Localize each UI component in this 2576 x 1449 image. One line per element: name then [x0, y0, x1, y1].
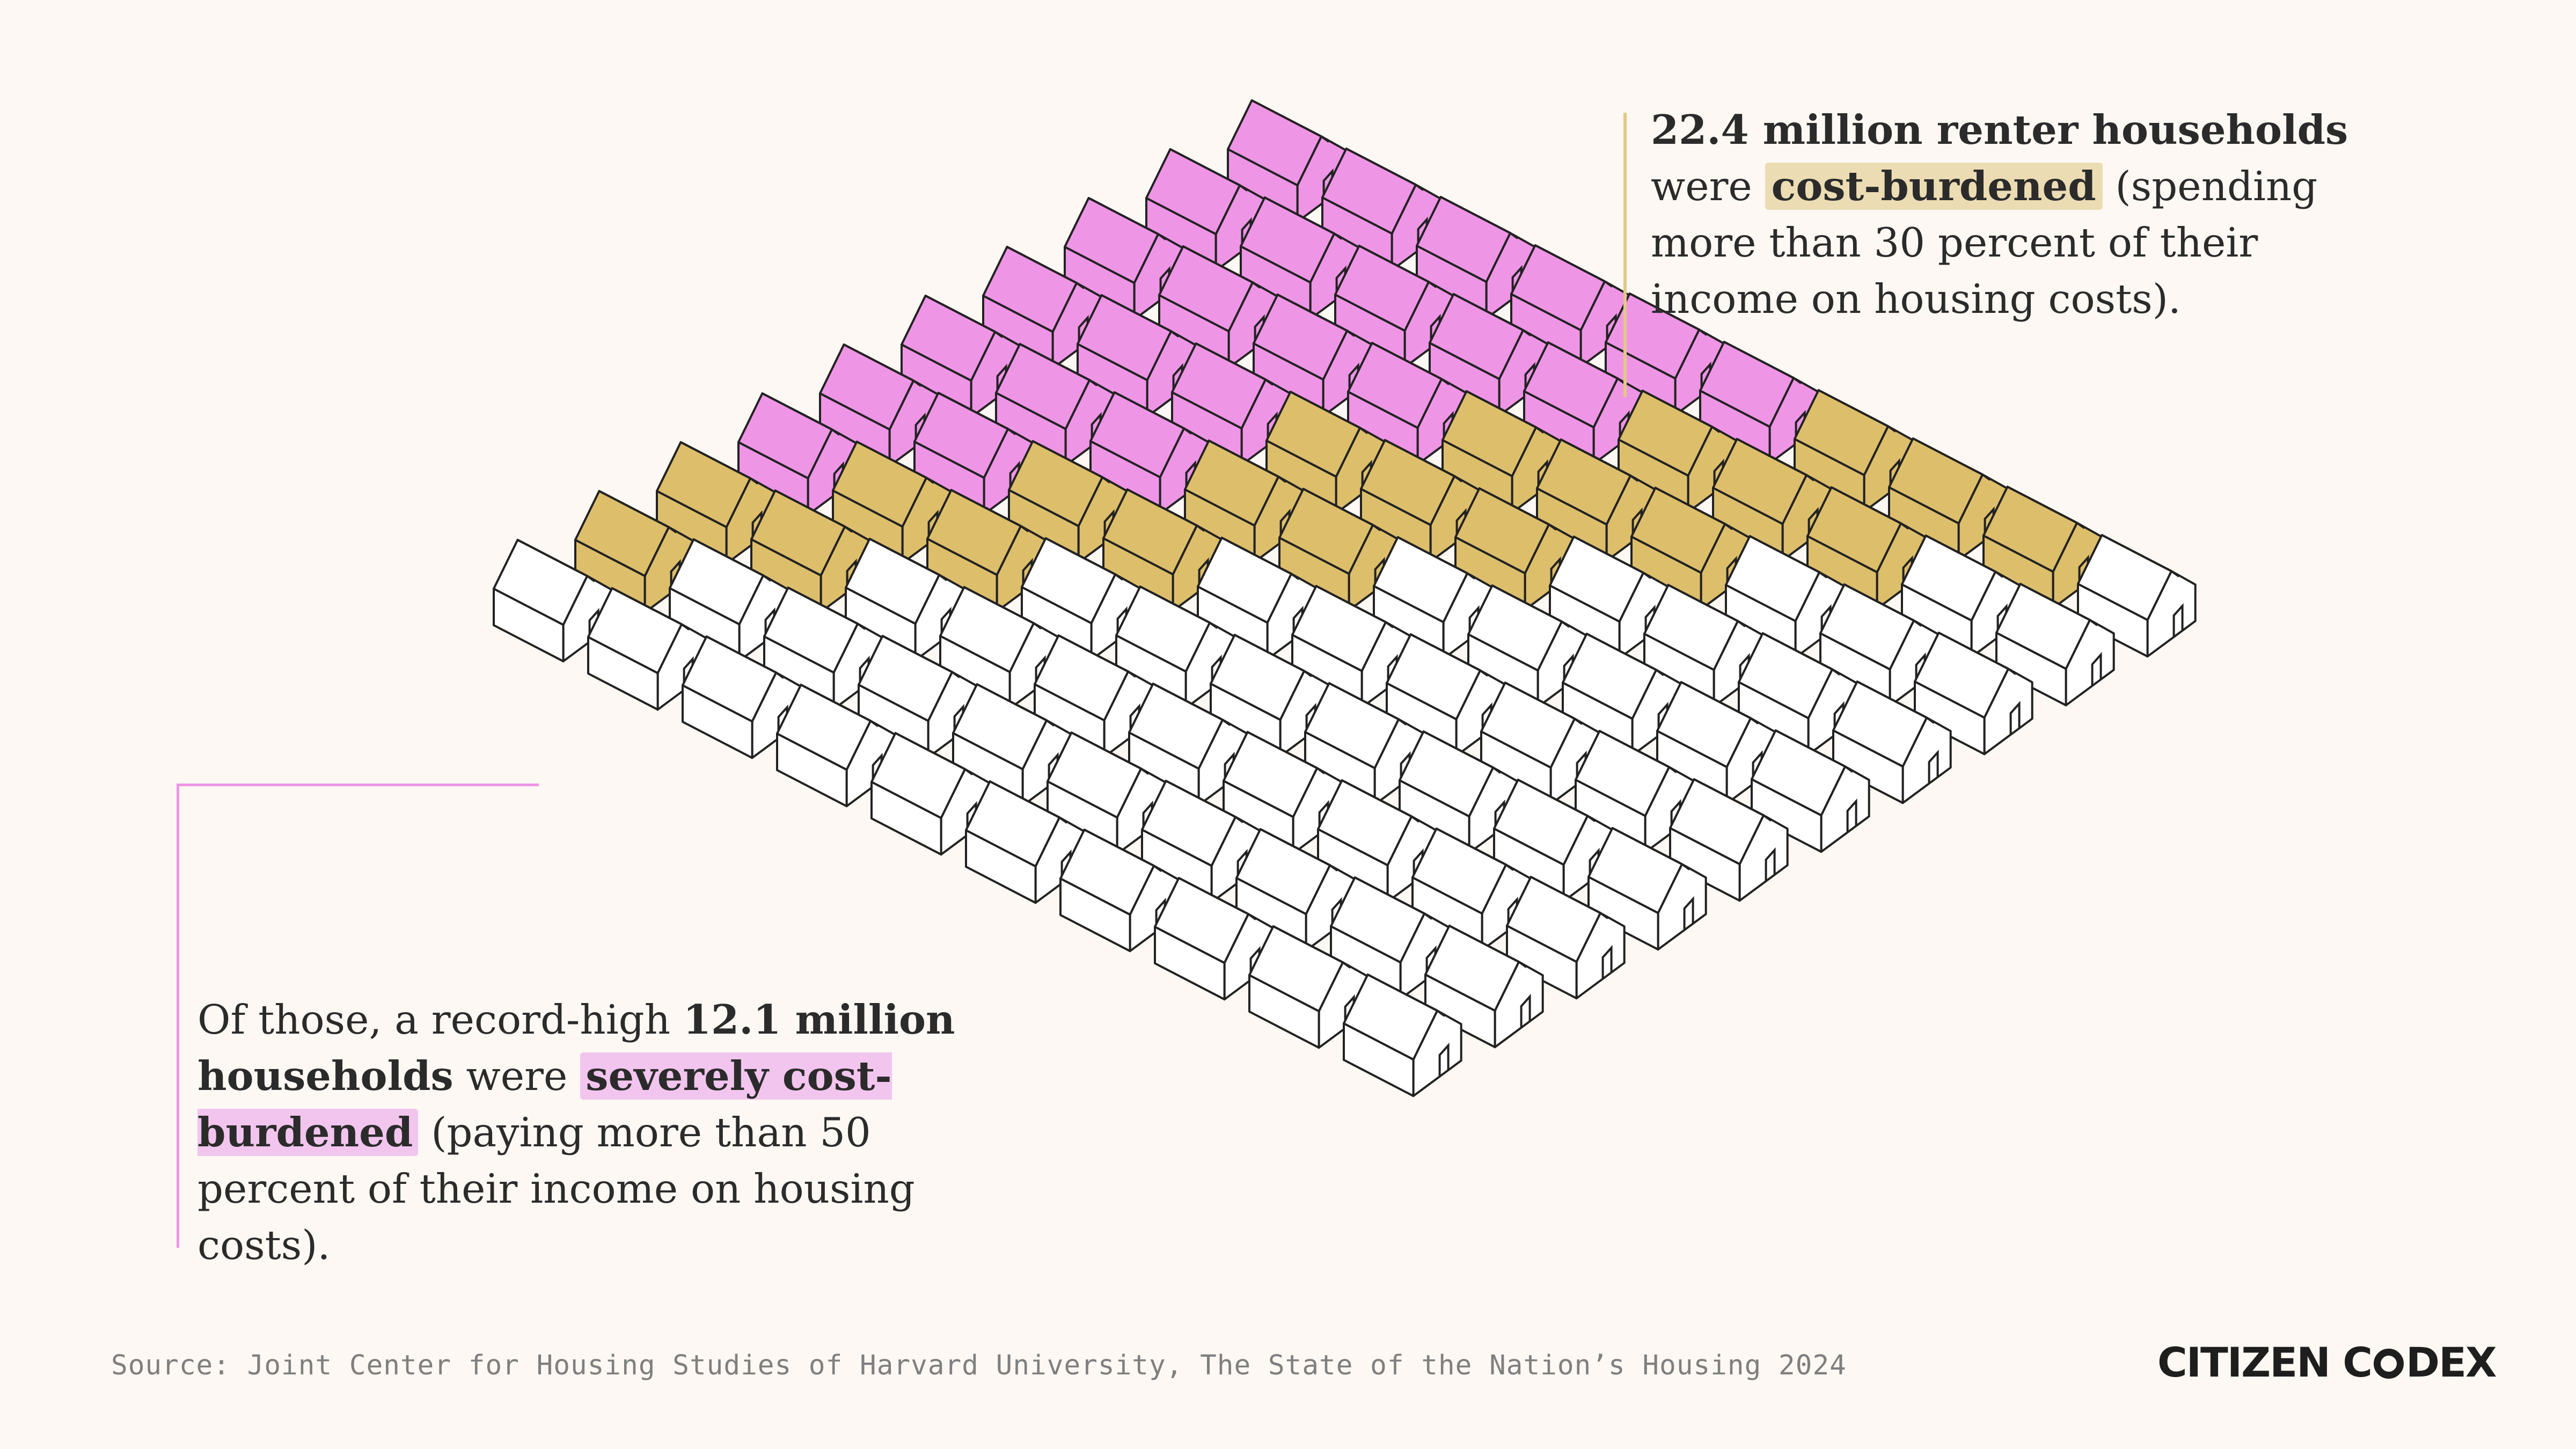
cost-burdened-highlight: cost-burdened — [1765, 163, 2103, 210]
house-icon — [1618, 390, 1737, 514]
logo-o-mark — [2374, 1348, 2404, 1379]
house-icon — [1158, 245, 1278, 369]
house-icon — [1575, 730, 1694, 854]
house-icon — [1145, 148, 1265, 272]
house-icon — [1751, 729, 1870, 853]
house-icon — [1347, 342, 1467, 466]
house-icon — [1046, 731, 1166, 855]
house-icon — [1587, 827, 1707, 951]
house-icon — [1115, 586, 1235, 709]
house-icon — [1510, 244, 1630, 368]
house-icon — [1227, 99, 1346, 223]
house-icon — [1982, 486, 2102, 610]
house-icon — [2077, 534, 2197, 658]
house-icon — [1197, 537, 1316, 661]
house-icon — [1304, 682, 1424, 806]
callout-bottom-rule-vertical — [177, 784, 179, 1248]
house-icon — [1278, 488, 1398, 612]
callout-top-text-2: (spending more than 30 percent of their … — [1651, 163, 2318, 323]
house-icon — [1738, 632, 1857, 756]
logo-text-right: DEX — [2406, 1338, 2497, 1386]
house-icon — [750, 489, 870, 613]
house-icon — [965, 780, 1085, 904]
callout-bottom-text-2: were — [466, 1052, 568, 1100]
house-icon — [1411, 828, 1531, 952]
house-icon — [1059, 829, 1179, 953]
house-icon — [845, 538, 964, 662]
house-icon — [682, 635, 801, 759]
severely-cost-burdened-callout: Of those, a record-high 12.1 million hou… — [197, 992, 976, 1274]
house-icon — [776, 684, 896, 808]
house-icon — [1819, 583, 1939, 707]
renter-households-count: 22.4 million renter households — [1651, 106, 2348, 153]
house-icon — [656, 441, 775, 565]
house-icon — [1077, 294, 1196, 418]
house-icon — [1562, 633, 1681, 757]
house-icon — [1467, 584, 1587, 708]
house-icon — [982, 246, 1102, 370]
house-icon — [1995, 583, 2115, 707]
house-icon — [1184, 440, 1304, 564]
house-icon — [1291, 585, 1411, 709]
house-icon — [493, 539, 612, 663]
house-icon — [1253, 294, 1372, 418]
house-icon — [574, 490, 694, 614]
house-icon — [1605, 292, 1724, 416]
house-icon — [901, 295, 1020, 419]
logo-text-left: CITIZEN C — [2157, 1338, 2373, 1386]
house-icon — [1506, 876, 1626, 1000]
callout-bottom-rule-horizontal — [177, 784, 539, 786]
house-icon — [1493, 779, 1613, 903]
house-icon — [1021, 537, 1140, 661]
severe-households-count: 12.1 million households — [197, 996, 955, 1100]
house-icon — [926, 489, 1046, 613]
house-icon — [1334, 245, 1454, 369]
house-icon — [1914, 632, 2033, 756]
house-icon — [870, 732, 990, 856]
house-icon — [1343, 974, 1462, 1097]
house-icon — [1725, 535, 1845, 659]
house-icon — [1669, 778, 1789, 902]
house-icon — [1223, 731, 1342, 855]
house-icon — [1832, 680, 1952, 804]
house-icon — [913, 392, 1033, 516]
house-icon — [737, 392, 857, 516]
house-icon — [587, 587, 707, 711]
house-icon — [1386, 633, 1505, 757]
house-icon — [1901, 535, 2021, 658]
house-icon — [1429, 293, 1548, 417]
house-icon — [763, 587, 883, 711]
cost-burdened-callout: 22.4 million renter households were cost… — [1651, 102, 2348, 327]
callout-bottom-text-1: Of those, a record-high — [197, 996, 670, 1043]
house-icon — [1089, 391, 1209, 515]
callout-bottom-text-3: (paying more than 50 percent of their in… — [197, 1109, 915, 1269]
house-icon — [1416, 196, 1535, 320]
house-icon — [1128, 683, 1248, 807]
house-icon — [1656, 681, 1776, 805]
house-icon — [952, 683, 1072, 807]
house-icon — [1424, 925, 1544, 1049]
house-icon — [1102, 488, 1222, 612]
callout-top-text-1: were — [1651, 163, 1752, 210]
house-icon — [1630, 487, 1750, 611]
citizen-codex-logo: CITIZEN C DEX — [2157, 1338, 2497, 1386]
house-icon — [1480, 682, 1600, 806]
house-icon — [1712, 438, 1832, 562]
callout-top-rule — [1623, 113, 1627, 397]
house-icon — [1317, 779, 1437, 903]
house-icon — [1806, 486, 1926, 610]
house-icon — [1240, 196, 1359, 320]
house-icon — [1441, 390, 1561, 514]
house-icon — [1248, 925, 1368, 1049]
source-note: Source: Joint Center for Housing Studies… — [111, 1350, 1847, 1381]
